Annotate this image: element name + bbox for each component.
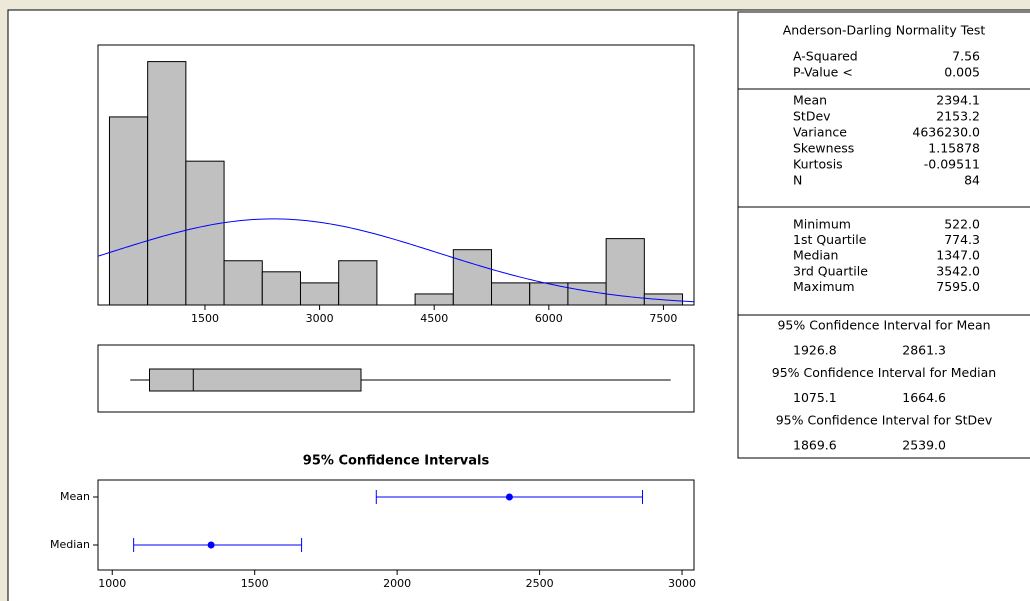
histogram-bar bbox=[261, 271, 301, 306]
y-tick-label: Mean bbox=[60, 490, 90, 503]
interval-heading: 95% Confidence Interval for StDev bbox=[776, 413, 993, 428]
stat-value: 0.005 bbox=[944, 65, 980, 80]
table-heading: Anderson-Darling Normality Test bbox=[783, 23, 986, 38]
stat-value: 3542.0 bbox=[936, 263, 980, 278]
stat-value: 1347.0 bbox=[936, 248, 980, 263]
x-tick-label: 3000 bbox=[306, 312, 334, 325]
interval-point bbox=[207, 541, 215, 549]
stat-value: 2394.1 bbox=[936, 93, 980, 108]
y-tick-label: Median bbox=[50, 538, 90, 551]
stat-label: N bbox=[793, 173, 802, 188]
interval-point bbox=[505, 493, 513, 501]
stat-label: Kurtosis bbox=[793, 157, 843, 172]
x-tick-label: 6000 bbox=[535, 312, 563, 325]
interval-heading: 95% Confidence Interval for Mean bbox=[777, 318, 990, 333]
x-tick-label: 1500 bbox=[241, 577, 269, 590]
histogram-bar bbox=[452, 249, 493, 306]
x-tick-label: 7500 bbox=[649, 312, 677, 325]
stat-label: 1st Quartile bbox=[793, 232, 867, 247]
histogram-bar bbox=[605, 238, 645, 306]
histogram-bar bbox=[491, 282, 531, 306]
histogram-bar bbox=[108, 116, 149, 306]
stat-label: Minimum bbox=[793, 217, 851, 232]
x-tick-label: 1000 bbox=[98, 577, 126, 590]
histogram-bar bbox=[223, 260, 263, 306]
interval-upper: 2861.3 bbox=[902, 343, 946, 358]
interval-lower: 1869.6 bbox=[793, 438, 837, 453]
stat-value: 4636230.0 bbox=[912, 125, 980, 140]
normal-fit-curve bbox=[97, 218, 695, 303]
x-tick-label: 2500 bbox=[526, 577, 554, 590]
stat-value: 2153.2 bbox=[936, 109, 980, 124]
interval-lower: 1926.8 bbox=[793, 343, 837, 358]
histogram-bar bbox=[185, 160, 225, 306]
histogram-bar bbox=[414, 293, 454, 306]
stat-value: -0.09511 bbox=[924, 157, 980, 172]
stat-value: 84 bbox=[964, 173, 980, 188]
stat-label: A-Squared bbox=[793, 49, 858, 64]
stat-label: 3rd Quartile bbox=[793, 263, 868, 278]
stat-value: 774.3 bbox=[944, 232, 980, 247]
interval-upper: 2539.0 bbox=[902, 438, 946, 453]
stat-value: 7.56 bbox=[952, 49, 980, 64]
interval-frame bbox=[97, 479, 695, 571]
x-tick-label: 2000 bbox=[383, 577, 411, 590]
x-tick-label: 4500 bbox=[420, 312, 448, 325]
interval-heading: 95% Confidence Interval for Median bbox=[772, 365, 996, 380]
histogram-bar bbox=[147, 61, 187, 306]
stat-label: StDev bbox=[793, 109, 831, 124]
histogram-bar bbox=[299, 282, 340, 306]
x-tick-label: 3000 bbox=[668, 577, 696, 590]
stat-label: Mean bbox=[793, 93, 827, 108]
stat-value: 1.15878 bbox=[928, 141, 980, 156]
histogram-bar bbox=[338, 260, 378, 306]
interval-lower: 1075.1 bbox=[793, 390, 837, 405]
stat-label: Skewness bbox=[793, 141, 854, 156]
stat-label: P-Value < bbox=[793, 65, 853, 80]
stat-value: 522.0 bbox=[944, 217, 980, 232]
histogram-bar bbox=[567, 282, 607, 306]
stats-table bbox=[737, 11, 1030, 459]
stat-label: Variance bbox=[793, 125, 847, 140]
stat-value: 7595.0 bbox=[936, 279, 980, 294]
interval-upper: 1664.6 bbox=[902, 390, 946, 405]
stat-label: Median bbox=[793, 248, 838, 263]
x-tick-label: 1500 bbox=[191, 312, 219, 325]
box bbox=[149, 368, 362, 392]
stat-label: Maximum bbox=[793, 279, 855, 294]
interval-title: 95% Confidence Intervals bbox=[303, 454, 490, 469]
